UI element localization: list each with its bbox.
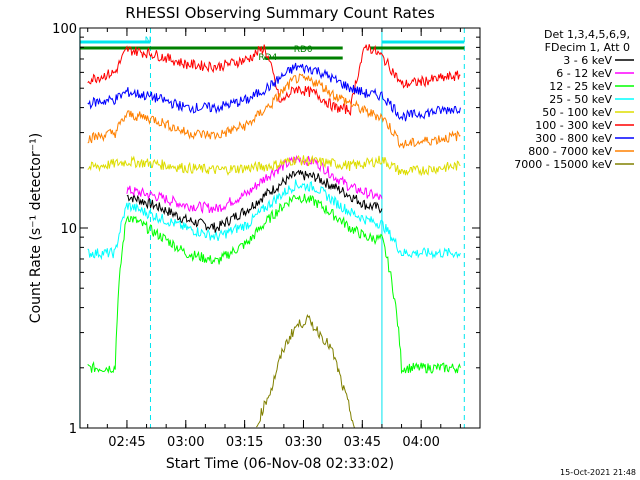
series-line-9 xyxy=(256,314,355,429)
x-axis-label: Start Time (06-Nov-08 02:33:02) xyxy=(166,456,394,472)
annotation-label: N xyxy=(145,36,152,46)
series-line-2 xyxy=(126,154,383,214)
x-tick-label: 03:45 xyxy=(344,435,381,450)
chart-title: RHESSI Observing Summary Count Rates xyxy=(125,4,435,22)
x-tick-label: 03:00 xyxy=(167,435,204,450)
y-tick-label: 10 xyxy=(60,222,77,237)
x-tick-label: 03:30 xyxy=(285,435,322,450)
series-line-8 xyxy=(87,73,461,149)
x-tick-label: 03:15 xyxy=(226,435,263,450)
legend-label: 300 - 800 keV xyxy=(535,132,612,145)
legend: Det 1,3,4,5,6,9,FDecim 1, Att 03 - 6 keV… xyxy=(514,28,634,171)
y-tick-label: 100 xyxy=(52,22,77,37)
legend-label: 7000 - 15000 keV xyxy=(514,158,612,171)
series-line-3 xyxy=(87,193,461,375)
plot-area: N RD4 RD0 xyxy=(79,28,465,429)
series-line-5 xyxy=(87,154,461,177)
y-tick-label: 1 xyxy=(69,422,77,437)
footer-timestamp: 15-Oct-2021 21:48 xyxy=(560,468,636,477)
legend-label: 12 - 25 keV xyxy=(549,80,612,93)
y-axis-label: Count Rate (s⁻¹ detector⁻¹) xyxy=(28,133,44,323)
axes: 1 10 100 02:45 03:00 03:15 03:30 03:45 04:00 xyxy=(52,22,481,450)
series-line-1 xyxy=(126,169,383,233)
x-tick-label: 02:45 xyxy=(108,435,145,450)
legend-label: 800 - 7000 keV xyxy=(528,145,612,158)
series-line-4 xyxy=(87,179,461,261)
legend-label: 100 - 300 keV xyxy=(535,119,612,132)
annotation-label: RD0 xyxy=(294,45,313,55)
legend-header: FDecim 1, Att 0 xyxy=(545,41,630,54)
legend-header: Det 1,3,4,5,6,9, xyxy=(544,28,630,41)
annotation-label: RD4 xyxy=(258,53,277,63)
x-tick-label: 04:00 xyxy=(402,435,439,450)
series-line-7 xyxy=(87,62,461,122)
legend-label: 25 - 50 keV xyxy=(549,93,612,106)
legend-label: 50 - 100 keV xyxy=(542,106,612,119)
legend-label: 3 - 6 keV xyxy=(563,54,612,67)
legend-label: 6 - 12 keV xyxy=(556,67,612,80)
series-line-6 xyxy=(87,44,461,117)
